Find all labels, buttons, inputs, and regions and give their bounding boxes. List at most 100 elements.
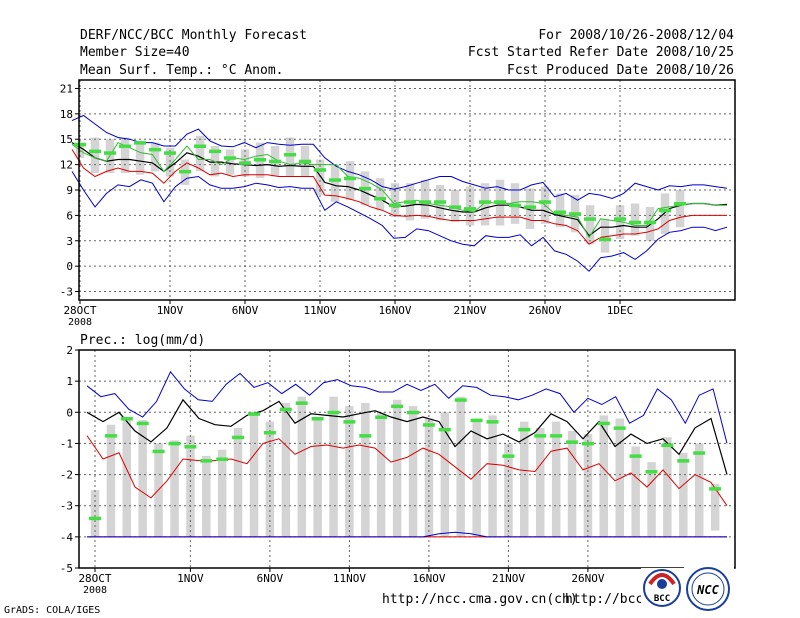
temperature-series-lower-quantile [71, 149, 727, 245]
precipitation-median-marker-38 [693, 451, 706, 455]
precipitation-median-marker-19 [391, 404, 404, 409]
temperature-median-marker-12 [254, 158, 266, 162]
header-member-size: Member Size=40 [80, 45, 190, 60]
precipitation-box-13 [297, 396, 306, 537]
precipitation-box-36 [663, 437, 672, 537]
precipitation-box-14 [313, 418, 322, 537]
precipitation-median-marker-30 [566, 440, 578, 444]
precipitation-box-28 [536, 427, 545, 537]
precipitation-xtick-label-0: 28OCT [78, 572, 111, 585]
header-produced-date: Fcst Produced Date 2008/10/26 [507, 63, 734, 78]
precipitation-xtick-label-5: 21NOV [492, 572, 525, 585]
precipitation-xtick-year: 2008 [83, 585, 107, 596]
precipitation-median-marker-11 [263, 431, 276, 435]
grads-credit: GrADS: COLA/IGES [4, 605, 100, 616]
temperature-xtick-label-7: 1DEC [607, 304, 634, 317]
precipitation-box-9 [233, 427, 243, 537]
precipitation-median-marker-32 [597, 421, 610, 426]
precipitation-median-marker-21 [422, 423, 435, 427]
precipitation-median-marker-1 [104, 434, 117, 438]
temperature-median-marker-27 [479, 200, 491, 204]
precipitation-median-marker-27 [518, 427, 531, 432]
precipitation-box-18 [376, 412, 386, 537]
temperature-median-marker-40 [674, 202, 686, 206]
temperature-median-marker-33 [569, 212, 581, 216]
precipitation-box-38 [695, 443, 704, 537]
precipitation-median-marker-33 [613, 426, 626, 430]
precipitation-median-marker-15 [327, 410, 340, 415]
temperature-median-marker-39 [659, 208, 671, 213]
precipitation-box-11 [265, 421, 275, 537]
precipitation-ytick-label-0: -5 [60, 562, 73, 575]
temperature-median-marker-34 [584, 217, 596, 221]
precipitation-box-29 [551, 421, 561, 537]
precipitation-box-24 [472, 421, 481, 537]
temperature-ytick-label-2: 3 [66, 235, 73, 248]
footer-url-ncc: http://ncc.cma.gov.cn(ch) [382, 592, 578, 607]
bcc-logo-text: BCC [654, 594, 670, 604]
temperature-median-marker-37 [629, 220, 641, 225]
precipitation-box-32 [599, 415, 608, 537]
temperature-box-17 [330, 164, 340, 202]
precipitation-box-3 [138, 420, 147, 537]
precipitation-ytick-label-2: -3 [60, 500, 73, 513]
temperature-median-marker-23 [419, 200, 431, 204]
precipitation-median-marker-0 [89, 516, 101, 521]
temperature-median-marker-25 [449, 205, 461, 209]
precipitation-box-17 [361, 402, 370, 537]
temperature-ytick-label-0: -3 [60, 286, 73, 299]
temperature-median-marker-16 [314, 168, 326, 172]
precipitation-box-8 [217, 449, 227, 537]
temperature-box-37 [630, 203, 640, 236]
temperature-series-ensemble-median [71, 141, 727, 239]
precipitation-median-marker-3 [136, 421, 149, 426]
precipitation-box-19 [392, 399, 402, 537]
precipitation-median-marker-16 [343, 420, 356, 424]
temperature-xtick-label-5: 21NOV [453, 304, 486, 317]
precipitation-series-ensemble-mean [86, 398, 728, 475]
temperature-median-marker-13 [269, 159, 281, 164]
temperature-box-4 [135, 140, 145, 175]
temperature-xtick-label-2: 6NOV [232, 304, 259, 317]
precip-panel-title: Prec.: log(mm/d) [80, 333, 205, 348]
temperature-median-marker-36 [614, 217, 626, 221]
precipitation-median-marker-22 [438, 427, 451, 432]
temperature-box-40 [675, 190, 685, 228]
precipitation-box-25 [488, 415, 497, 537]
temperature-box-18 [345, 161, 355, 201]
precipitation-ytick-label-4: -1 [60, 437, 73, 450]
precipitation-xtick-label-1: 1NOV [177, 572, 204, 585]
temperature-median-marker-2 [104, 151, 116, 155]
temperature-box-5 [150, 142, 160, 172]
precipitation-xtick-label-6: 26NOV [571, 572, 604, 585]
precipitation-series-lower-quantile [86, 435, 728, 506]
temperature-box-34 [585, 205, 595, 245]
temperature-median-marker-7 [179, 169, 191, 174]
footer-url-bcc: http://bcc.c [565, 592, 659, 607]
precipitation-median-marker-17 [359, 434, 372, 438]
precipitation-median-marker-29 [550, 434, 563, 438]
temperature-ytick-label-6: 15 [60, 133, 73, 146]
precipitation-median-marker-36 [661, 443, 674, 447]
temperature-box-39 [660, 193, 670, 234]
temperature-xtick-label-6: 26NOV [528, 304, 561, 317]
precipitation-median-marker-20 [407, 410, 419, 415]
temperature-box-6 [165, 147, 175, 177]
temperature-median-marker-1 [89, 149, 101, 154]
precipitation-series-ensemble-max [86, 370, 728, 444]
precipitation-box-27 [520, 421, 529, 537]
temperature-median-marker-32 [554, 210, 566, 214]
temperature-median-marker-4 [134, 141, 146, 145]
precipitation-box-2 [122, 418, 131, 537]
precipitation-median-marker-13 [295, 401, 308, 405]
temperature-median-marker-9 [209, 149, 221, 154]
precipitation-median-marker-39 [709, 487, 722, 491]
temperature-xtick-label-0: 28OCT [63, 304, 96, 317]
temperature-median-marker-14 [284, 153, 296, 157]
header-title: DERF/NCC/BCC Monthly Forecast [80, 28, 307, 43]
precipitation-median-marker-26 [502, 454, 515, 458]
precipitation-ytick-label-5: 0 [66, 406, 73, 419]
temperature-box-35 [600, 218, 610, 253]
ncc-logo-text: NCC [696, 583, 719, 597]
temperature-median-marker-35 [599, 237, 611, 242]
